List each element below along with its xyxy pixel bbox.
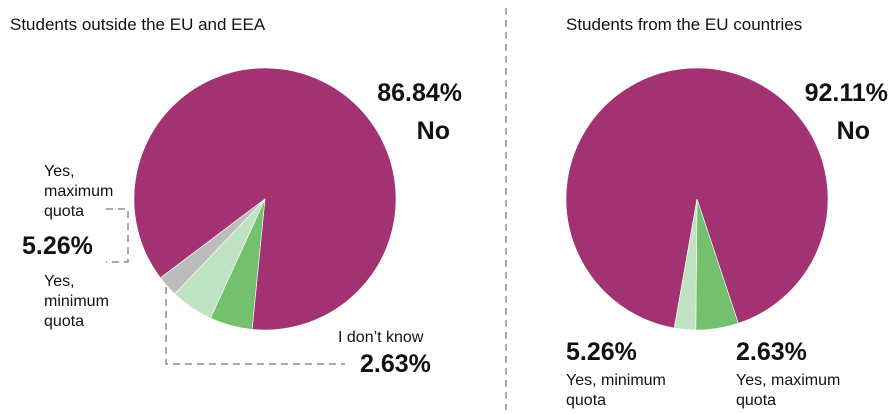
left-yes-min-line-3: quota (44, 313, 84, 330)
right-no-percent: 92.11% (805, 79, 888, 107)
left-slice-i-don-t-know (159, 198, 266, 295)
left-no-label: No (417, 117, 450, 145)
right-max-percent: 2.63% (736, 338, 807, 366)
right-max-line-1: Yes, maximum (736, 372, 840, 389)
right-no-label: No (837, 117, 870, 145)
right-min-percent: 5.26% (566, 338, 637, 366)
left-dont-know-leader (165, 287, 345, 365)
right-chart-title: Students from the EU countries (566, 15, 802, 34)
left-dont-know-label: I don’t know (338, 329, 424, 346)
left-yes-min-line-1: Yes, (44, 273, 75, 290)
left-yes-min-line-2: minimum (44, 293, 109, 310)
right-slice-no (565, 67, 829, 329)
left-chart-title: Students outside the EU and EEA (10, 15, 266, 34)
left-yes-max-line-2: maximum (44, 183, 113, 200)
left-dont-know-percent: 2.63% (360, 350, 431, 378)
left-no-percent: 86.84% (377, 79, 462, 107)
right-slice-yes-minimum-quota (673, 198, 698, 331)
right-min-line-1: Yes, minimum (566, 372, 666, 389)
right-pie (565, 67, 829, 331)
left-yes-shared-percent: 5.26% (22, 232, 93, 260)
left-pie (133, 67, 397, 331)
right-max-line-2: quota (736, 392, 776, 409)
left-yes-max-line-1: Yes, (44, 163, 75, 180)
left-yes-bracket (106, 208, 129, 263)
right-min-line-2: quota (566, 392, 606, 409)
left-yes-max-line-3: quota (44, 203, 84, 220)
